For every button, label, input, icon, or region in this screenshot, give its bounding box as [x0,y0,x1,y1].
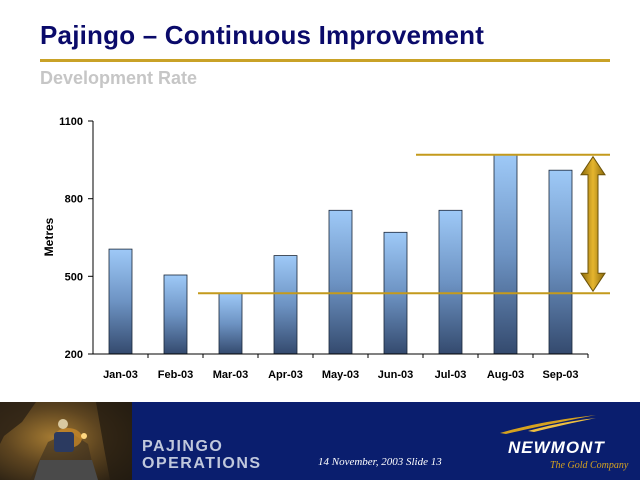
x-tick-label: Jan-03 [103,369,138,381]
x-tick-label: May-03 [322,369,359,381]
newmont-logo: NEWMONT [508,438,605,457]
mine-photo [0,402,132,480]
development-rate-chart: Jan-03 Feb-03 Mar-03 Apr-03 May-03 Jun-03 Jul-… [42,116,610,381]
x-tick-label: Mar-03 [213,369,248,381]
slide-title: Pajingo – Continuous Improvement [40,20,485,50]
x-tick-label: Aug-03 [487,369,524,381]
x-tick-label: Sep-03 [542,369,578,381]
bar-feb-03 [163,274,188,355]
slide-subtitle: Development Rate [40,68,198,88]
bar-sep-03 [548,169,573,355]
y-tick-label: 800 [65,194,83,206]
slide-date-number: 14 November, 2003 Slide 13 [318,456,442,468]
operations-name-line2: OPERATIONS [142,455,262,472]
x-tick-label: Apr-03 [268,369,303,381]
operations-name: PAJINGO OPERATIONS [142,438,262,472]
footer-banner: PAJINGO OPERATIONS 14 November, 2003 Sli… [0,402,640,480]
y-tick-label: 1100 [59,116,83,128]
y-tick-label: 500 [65,271,83,283]
improvement-double-arrow [580,155,606,293]
operations-name-line1: PAJINGO [142,438,224,455]
y-axis-label: Metres [42,217,56,256]
x-tick-label: Jun-03 [378,369,413,381]
title-underline [40,59,610,62]
bar-mar-03 [218,292,243,355]
y-tick-label: 200 [65,349,83,361]
newmont-swoosh-icon [500,415,596,434]
bar-may-03 [328,209,353,355]
x-tick-label: Jul-03 [435,369,467,381]
bar-jul-03 [438,209,463,355]
bar-apr-03 [273,255,298,355]
brand-tagline: The Gold Company [550,460,629,471]
bar-aug-03 [493,154,518,355]
bar-jan-03 [108,248,133,355]
x-tick-label: Feb-03 [158,369,193,381]
